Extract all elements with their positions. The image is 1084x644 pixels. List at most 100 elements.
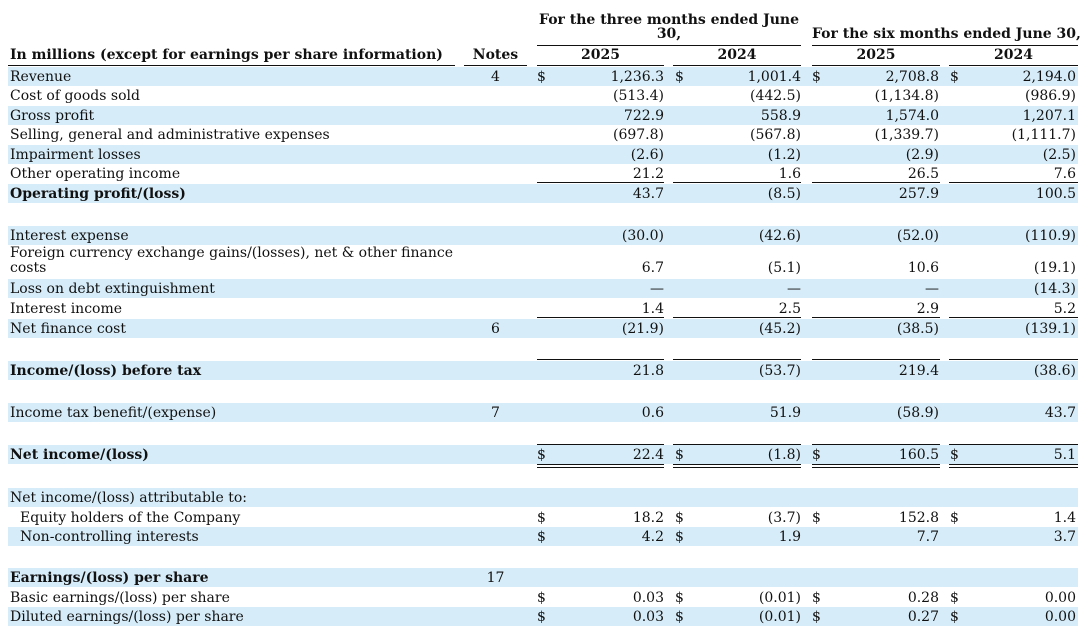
total-rule [673,444,801,445]
row-value: (1.2) [767,146,801,163]
header-six-months: For the six months ended June 30, [812,26,1081,42]
currency-symbol: $ [812,68,821,85]
subtotal-rule [812,317,940,318]
currency-symbol: $ [812,589,821,606]
currency-symbol: $ [950,509,959,526]
row-value: 219.4 [898,362,939,379]
row-value: (1,339.7) [874,126,939,143]
row-value: 21.8 [632,362,664,379]
row-label: Other operating income [10,165,181,182]
row-value: 43.7 [632,185,664,202]
subtotal-rule [537,317,664,318]
currency-symbol: $ [537,589,546,606]
row-value: 5.1 [1053,446,1076,463]
row-value: 558.9 [760,107,801,124]
row-value: 100.5 [1035,185,1076,202]
row-value: (0.01) [758,589,801,606]
row-value: 26.5 [907,165,939,182]
row-value: 2,194.0 [1022,68,1076,85]
row-value: (2.9) [905,146,939,163]
row-value: (8.5) [767,185,801,202]
row-value: (52.0) [896,227,939,244]
row-value: (2.6) [630,146,664,163]
row-note: 4 [491,68,500,85]
row-value: — [650,280,664,297]
total-rule [949,359,1078,360]
header-label-column: In millions (except for earnings per sha… [10,47,443,63]
subtotal-rule [812,182,940,183]
total-rule [537,359,664,360]
row-value: 1,207.1 [1022,107,1076,124]
row-band [8,488,1078,507]
row-value: 160.5 [898,446,939,463]
row-label: Gross profit [10,107,95,124]
row-label: Cost of goods sold [10,87,140,104]
currency-symbol: $ [537,608,546,625]
row-label: Income/(loss) before tax [10,362,202,379]
currency-symbol: $ [537,68,546,85]
subtotal-rule [949,182,1078,183]
row-value: 4.2 [641,528,664,545]
row-value: (38.6) [1033,362,1076,379]
row-value: 51.9 [769,404,801,421]
row-label: Equity holders of the Company [20,509,241,526]
row-value: (42.6) [758,227,801,244]
row-note: 17 [486,569,505,586]
row-value: (38.5) [896,320,939,337]
row-value: 0.27 [907,608,939,625]
currency-symbol: $ [950,589,959,606]
row-band [8,184,1078,203]
row-note: 6 [491,320,500,337]
currency-symbol: $ [537,446,546,463]
currency-symbol: $ [812,608,821,625]
row-label-continued: costs [10,260,47,276]
row-value: (30.0) [621,227,664,244]
row-value: (139.1) [1024,320,1076,337]
header-year-three-2025: 2025 [581,47,620,63]
row-value: (513.4) [612,87,664,104]
currency-symbol: $ [675,446,684,463]
header-three-months: For the three months ended June 30, [539,12,799,42]
row-value: 5.2 [1053,300,1076,317]
row-value: 3.7 [1053,528,1076,545]
currency-symbol: $ [950,608,959,625]
total-rule [673,359,801,360]
currency-symbol: $ [675,589,684,606]
row-value: 6.7 [641,260,664,276]
row-value: 18.2 [632,509,664,526]
header-underline-notes [464,65,527,66]
double-underline [673,467,801,468]
row-label: Loss on debt extinguishment [10,280,215,297]
row-label: Foreign currency exchange gains/(losses)… [10,245,454,261]
total-rule [949,444,1078,445]
row-label: Net income/(loss) [10,446,149,463]
row-value: — [925,280,939,297]
row-label: Interest expense [10,227,129,244]
row-value: — [787,280,801,297]
row-band [8,403,1078,422]
row-value: (1,134.8) [874,87,939,104]
row-value: (442.5) [749,87,801,104]
row-note: 7 [491,404,500,421]
row-value: 0.03 [632,608,664,625]
row-band [8,527,1078,546]
currency-symbol: $ [675,608,684,625]
currency-symbol: $ [812,446,821,463]
currency-symbol: $ [537,528,546,545]
row-value: 0.03 [632,589,664,606]
subtotal-rule [537,182,664,183]
row-band [8,568,1078,587]
row-label: Earnings/(loss) per share [10,569,209,586]
row-label: Operating profit/(loss) [10,185,186,202]
header-underline-c3 [812,65,940,66]
row-value: (110.9) [1024,227,1076,244]
row-value: (567.8) [749,126,801,143]
currency-symbol: $ [675,528,684,545]
row-value: (1.8) [767,446,801,463]
row-band [8,279,1078,298]
row-band [8,145,1078,164]
row-label: Net finance cost [10,320,126,337]
row-value: 1.4 [641,300,664,317]
total-rule [812,359,940,360]
subtotal-rule [673,317,801,318]
